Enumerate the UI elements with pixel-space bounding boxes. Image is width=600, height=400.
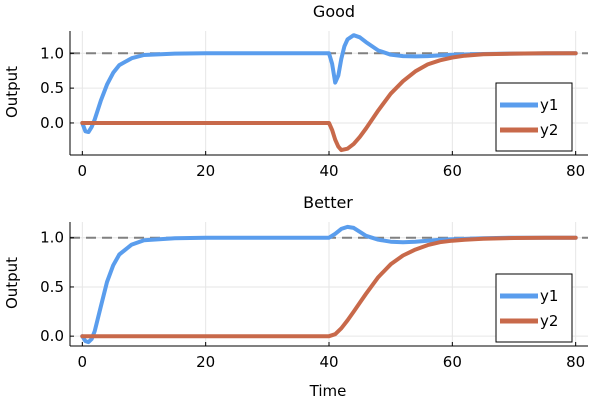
chart-title: Better	[303, 193, 353, 212]
series-line-y2	[80, 235, 578, 339]
chart-title: Good	[313, 2, 355, 21]
y-tick-label: 0.0	[40, 327, 64, 345]
y-axis-label: Output	[3, 66, 21, 118]
y-tick-label: 0.0	[40, 114, 64, 132]
series-lines	[80, 224, 578, 345]
x-tick-label: 80	[566, 162, 585, 180]
y-tick-label: 0.5	[40, 278, 64, 296]
x-tick-label: 0	[78, 162, 88, 180]
x-tick-label: 40	[319, 162, 338, 180]
axes-frame	[69, 31, 588, 156]
x-tick-label: 0	[78, 353, 88, 371]
x-tick-label: 20	[196, 162, 215, 180]
y-tick-label: 1.0	[40, 44, 64, 62]
x-axis-label: Time	[309, 382, 347, 400]
series-line-y2	[80, 51, 578, 153]
y-tick-label: 0.5	[40, 79, 64, 97]
legend-frame	[495, 273, 573, 343]
y-tick-labels: 0.0 0.5 1.0	[40, 44, 64, 132]
x-tick-labels: 0 20 40 60 80	[78, 353, 586, 371]
series-line-y1	[80, 224, 578, 345]
y-axis-label: Output	[3, 257, 21, 309]
series-line-y1	[80, 33, 578, 134]
x-tick-label: 20	[196, 353, 215, 371]
legend-label-y1: y1	[540, 96, 558, 114]
legend-frame	[495, 82, 573, 152]
legend-label-y2: y2	[540, 312, 558, 330]
legend-label-y2: y2	[540, 121, 558, 139]
series-lines	[80, 33, 578, 153]
x-tick-label: 40	[319, 353, 338, 371]
y-tick-labels: 0.0 0.5 1.0	[40, 229, 64, 345]
legend-label-y1: y1	[540, 287, 558, 305]
y-tick-label: 1.0	[40, 229, 64, 247]
x-tick-label: 80	[566, 353, 585, 371]
chart-panel-better: Better 0 20 40 60 80 0.0 0.5 1.0 Output Time y…	[3, 193, 588, 400]
x-tick-label: 60	[443, 353, 462, 371]
x-tick-label: 60	[443, 162, 462, 180]
x-tick-labels: 0 20 40 60 80	[78, 162, 586, 180]
axes-frame	[69, 222, 588, 347]
